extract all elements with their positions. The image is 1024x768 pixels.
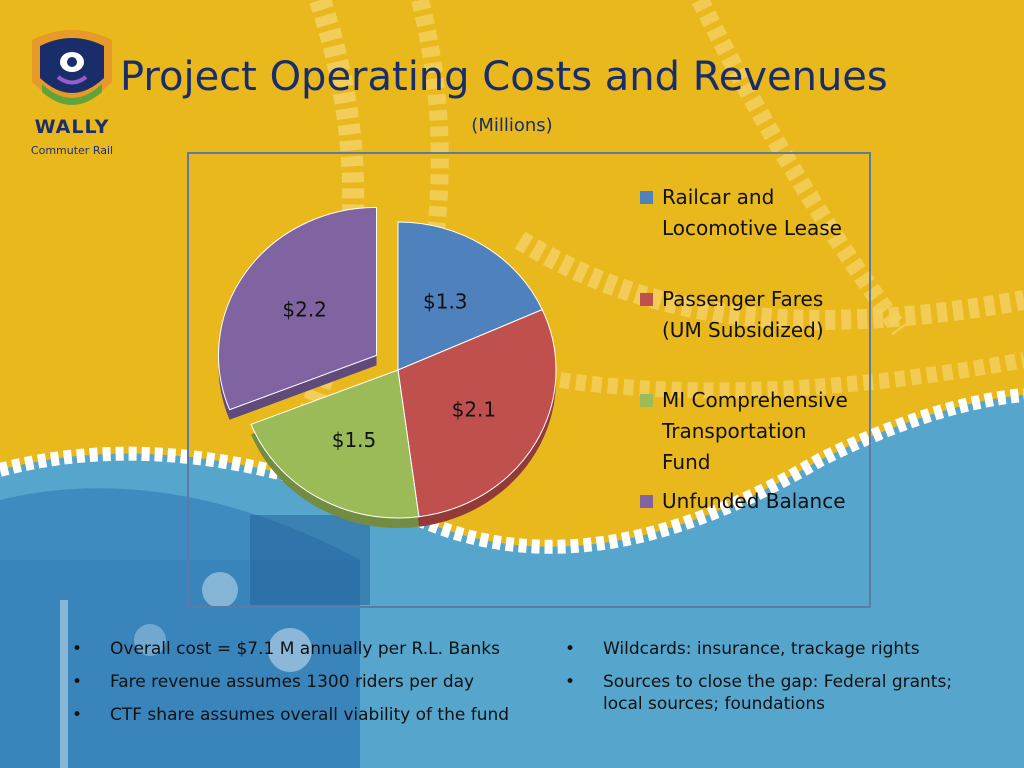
wally-logo-emblem — [32, 30, 112, 105]
pie-slice-ctf — [250, 369, 420, 519]
wally-logo: WALLY Commuter Rail — [22, 22, 122, 162]
pie-slice-passenger-fares — [397, 308, 557, 518]
legend-label: Passenger Fares (UM Subsidized) — [662, 287, 824, 342]
pie-slice-railcar-lease — [397, 221, 543, 371]
pie-label-ctf: $1.5 — [332, 428, 377, 452]
bullet-item: Wildcards: insurance, trackage rights — [565, 638, 985, 660]
pie-label-passenger-fares: $2.1 — [452, 398, 497, 422]
bullet-item: Fare revenue assumes 1300 riders per day — [72, 671, 552, 693]
bullets-right: Wildcards: insurance, trackage rights So… — [565, 638, 985, 726]
logo-wordmark: WALLY — [34, 116, 110, 138]
bullet-item: CTF share assumes overall viability of t… — [72, 704, 552, 726]
legend-label: MI Comprehensive Transportation Fund — [662, 388, 848, 474]
legend-label: Railcar and Locomotive Lease — [662, 185, 842, 240]
logo-subtitle: Commuter Rail — [30, 144, 114, 157]
legend-swatch — [640, 495, 653, 508]
pie-slice-unfunded-balance — [218, 206, 378, 411]
slide-title: Project Operating Costs and Revenues — [120, 54, 888, 100]
chart-frame — [187, 152, 871, 608]
legend-swatch — [640, 293, 653, 306]
bullet-item: Overall cost = $7.1 M annually per R.L. … — [72, 638, 552, 660]
bullet-item: Sources to close the gap: Federal grants… — [565, 671, 985, 715]
pie-label-railcar-lease: $1.3 — [423, 290, 468, 314]
slide-subtitle: (Millions) — [471, 115, 553, 136]
bullets-left: Overall cost = $7.1 M annually per R.L. … — [72, 638, 552, 737]
legend-swatch — [640, 191, 653, 204]
pie-label-unfunded-balance: $2.2 — [282, 298, 327, 322]
legend-swatch — [640, 394, 653, 407]
legend-label: Unfunded Balance — [662, 489, 846, 513]
